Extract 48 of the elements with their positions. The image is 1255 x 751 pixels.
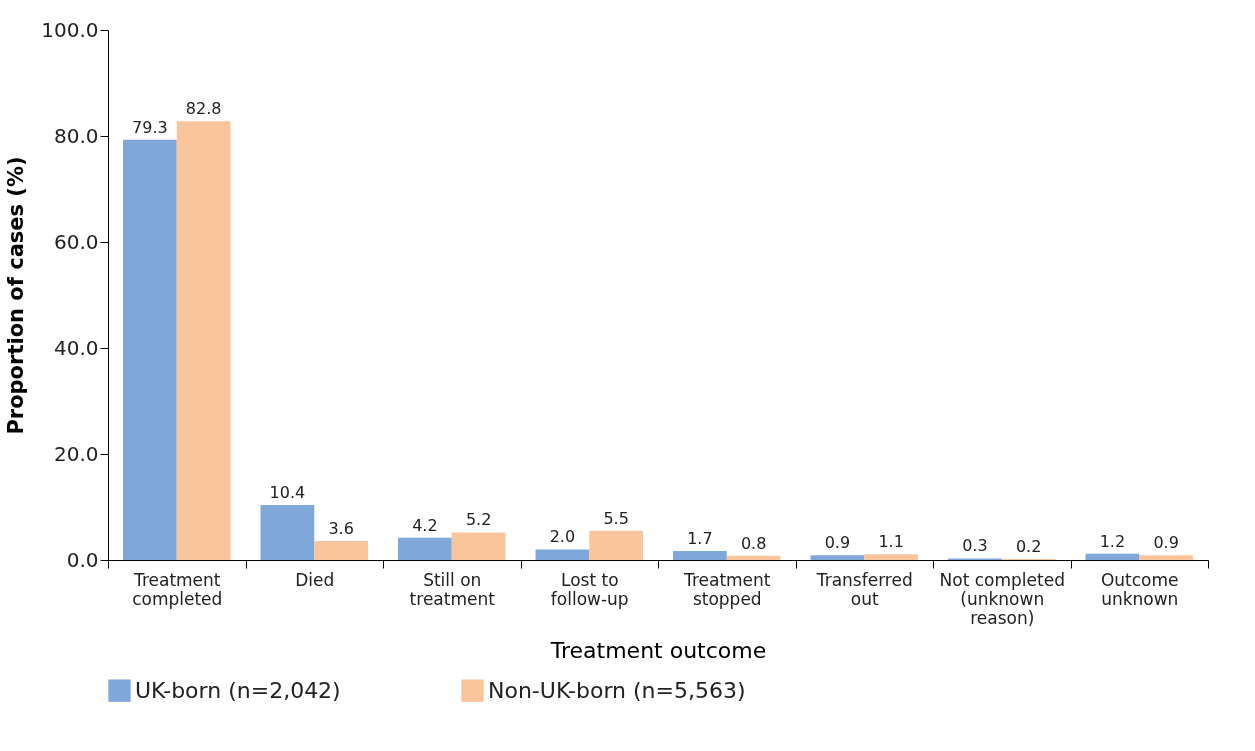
data-label: 4.2	[412, 515, 438, 535]
y-axis-title: Proportion of cases (%)	[4, 156, 29, 435]
bar	[451, 532, 506, 560]
data-label: 5.2	[465, 510, 492, 530]
data-label: 1.7	[687, 528, 713, 548]
y-tick-label: 40.0	[53, 335, 99, 360]
data-label: 2.0	[549, 527, 576, 547]
x-axis-title: Treatment outcome	[549, 637, 767, 663]
x-tick-label: Treatment completed	[132, 569, 223, 609]
bar	[535, 549, 590, 560]
y-tick-label: 0.0	[66, 547, 99, 572]
x-tick-label: Died	[295, 569, 335, 590]
x-tick-label: Outcome unknown	[1100, 569, 1179, 609]
legend-label: Non-UK-born (n=5,563)	[488, 677, 746, 703]
bar	[673, 550, 727, 560]
data-label: 5.5	[603, 508, 629, 528]
x-tick-label: Transferred out	[815, 569, 913, 609]
x-tick-label: Lost to follow-up	[550, 569, 629, 609]
y-tick-label: 80.0	[53, 123, 99, 148]
bar	[810, 555, 865, 560]
bar	[1085, 553, 1140, 560]
y-tick-label: 20.0	[53, 441, 99, 466]
data-label: 0.3	[962, 536, 988, 556]
x-tick-label: Treatment stopped	[682, 569, 771, 609]
data-label: 1.1	[878, 532, 904, 552]
data-label: 3.6	[328, 518, 354, 538]
legend-label: UK-born (n=2,042)	[135, 677, 341, 703]
bar	[864, 554, 918, 560]
bar	[398, 537, 452, 560]
bar	[176, 121, 231, 560]
x-tick-label: Not completed (unknown reason)	[939, 569, 1065, 628]
data-label: 1.2	[1099, 531, 1126, 551]
y-tick-label: 60.0	[53, 229, 99, 254]
bar	[314, 540, 368, 560]
bar	[1139, 555, 1193, 560]
data-label: 82.8	[185, 99, 222, 119]
bar	[260, 504, 315, 560]
bar	[726, 555, 781, 560]
y-tick-label: 100.0	[41, 17, 99, 42]
bar	[589, 530, 643, 560]
data-label: 79.3	[132, 117, 168, 137]
data-label: 0.9	[1153, 533, 1179, 553]
data-label: 10.4	[269, 482, 306, 502]
data-label: 0.9	[824, 533, 851, 553]
bar	[123, 139, 177, 560]
x-tick-label: Still on treatment	[409, 569, 496, 609]
data-label: 0.8	[740, 533, 767, 553]
data-label: 0.2	[1015, 536, 1042, 556]
